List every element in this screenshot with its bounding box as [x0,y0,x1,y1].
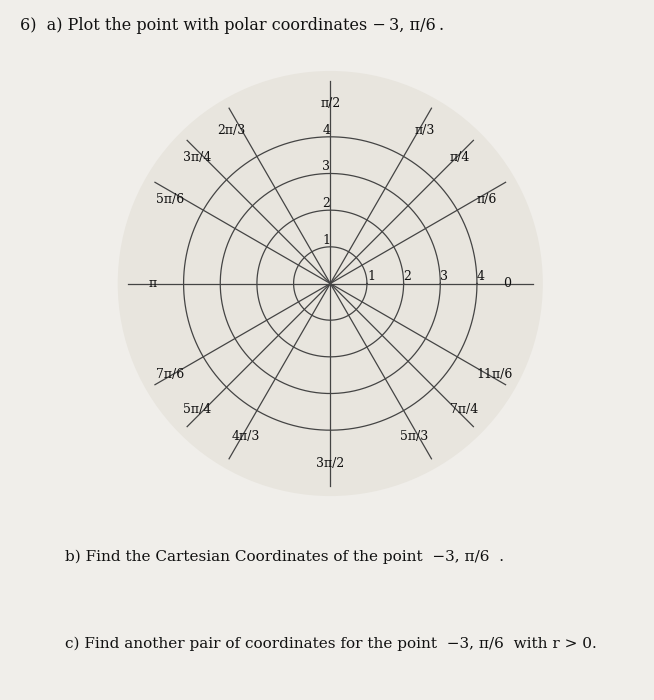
Text: 6)  a) Plot the point with polar coordinates − 3, π/6 .: 6) a) Plot the point with polar coordina… [20,18,444,34]
Text: 7π/4: 7π/4 [449,402,478,416]
Text: 4: 4 [322,124,330,136]
Text: π/6: π/6 [476,193,497,206]
Text: 7π/6: 7π/6 [156,368,184,381]
Text: 4π/3: 4π/3 [232,430,260,442]
Text: 1: 1 [367,270,375,284]
Text: π/4: π/4 [449,151,470,164]
Text: 3: 3 [322,160,330,174]
Text: 3π/4: 3π/4 [182,151,211,164]
Text: 2: 2 [322,197,330,210]
Text: 0: 0 [504,277,511,290]
Text: 11π/6: 11π/6 [476,368,513,381]
Text: 5π/3: 5π/3 [400,430,429,442]
Text: c) Find another pair of coordinates for the point  −3, π/6  with r > 0.: c) Find another pair of coordinates for … [65,637,597,652]
Text: 2: 2 [404,270,411,284]
Text: b) Find the Cartesian Coordinates of the point  −3, π/6  .: b) Find the Cartesian Coordinates of the… [65,550,504,564]
Text: π/3: π/3 [415,125,435,137]
Text: 2π/3: 2π/3 [218,125,246,137]
Text: 1: 1 [322,234,330,247]
Text: 5π/6: 5π/6 [156,193,184,206]
Text: 3π/2: 3π/2 [316,456,345,470]
Text: 4: 4 [477,270,485,284]
Text: π: π [149,277,157,290]
Text: π/2: π/2 [320,97,340,111]
Text: 5π/4: 5π/4 [182,402,211,416]
Text: 3: 3 [440,270,448,284]
